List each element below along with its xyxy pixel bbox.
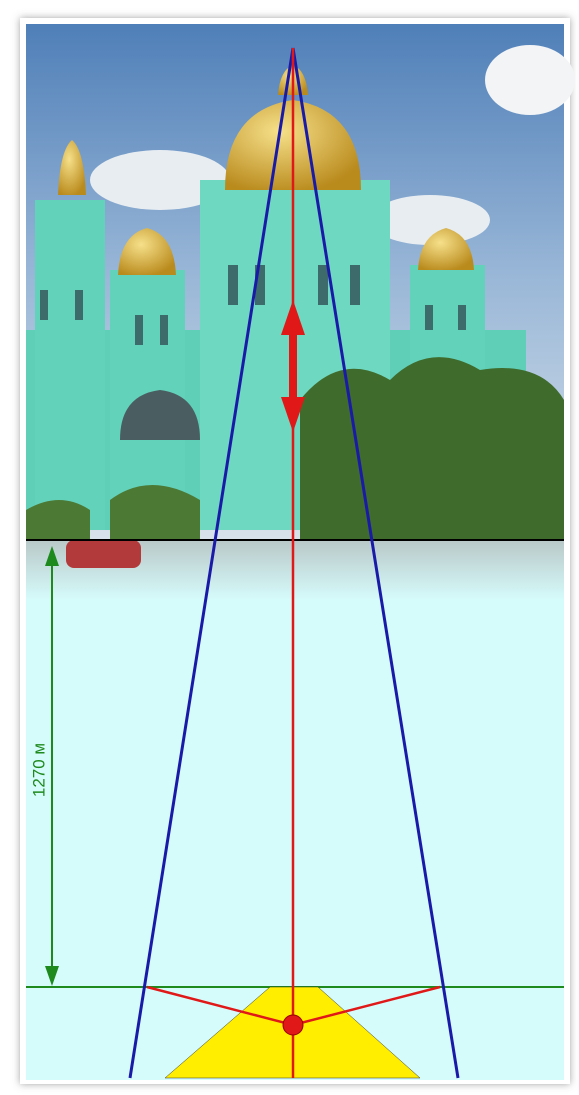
bell-tower xyxy=(35,200,105,530)
observer-point xyxy=(282,1014,304,1036)
window xyxy=(120,390,200,440)
photo xyxy=(26,24,575,1080)
cloud xyxy=(485,45,575,115)
sight-line xyxy=(128,47,295,1079)
trees xyxy=(300,357,564,540)
dome xyxy=(118,228,176,275)
distance-arrow xyxy=(45,546,59,986)
side-tower xyxy=(410,265,485,375)
dome xyxy=(418,228,474,270)
car xyxy=(66,540,141,568)
bushes xyxy=(26,485,200,540)
dome xyxy=(58,140,86,195)
sight-line xyxy=(291,47,460,1079)
windows xyxy=(40,265,466,345)
cloud xyxy=(370,195,490,245)
cloud xyxy=(90,150,230,210)
height-arrow xyxy=(281,300,305,432)
distance-label: 1270 м xyxy=(29,743,48,797)
